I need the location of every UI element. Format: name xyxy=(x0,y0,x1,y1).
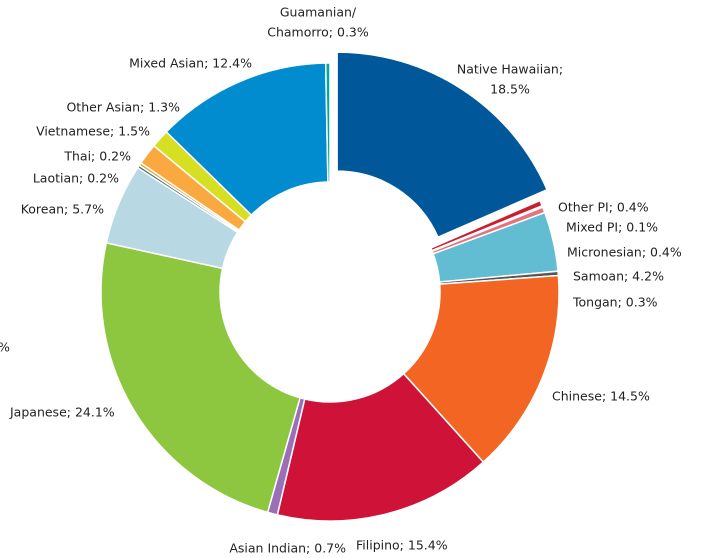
slice xyxy=(336,51,549,239)
slice-label: Laotian; 0.2% xyxy=(33,171,119,186)
slice xyxy=(276,372,485,522)
slice-label: Chinese; 14.5% xyxy=(552,389,650,404)
slice-label: Mixed Asian; 12.4% xyxy=(129,56,252,71)
slice-label: Thai; 0.2% xyxy=(63,149,131,164)
slice-label: Samoan; 4.2% xyxy=(573,269,664,284)
slice-label: Chamorro; 0.3% xyxy=(267,25,369,40)
slice-label: Tongan; 0.3% xyxy=(572,295,658,310)
slice-label: Filipino; 15.4% xyxy=(356,538,448,553)
slice xyxy=(324,62,331,183)
slice-label: Micronesian; 0.4% xyxy=(567,245,682,260)
slice xyxy=(402,274,560,464)
slice-label: Mixed PI; 0.1% xyxy=(566,220,658,235)
slice-label: Other PI; 0.4% xyxy=(558,200,649,215)
annotation: % xyxy=(0,340,10,355)
slice-label: Korean; 5.7% xyxy=(21,202,104,217)
slice-label: Japanese; 24.1% xyxy=(9,405,115,420)
slice xyxy=(100,241,301,514)
slice-label: Vietnamese; 1.5% xyxy=(36,124,150,139)
slice-label: Native Hawaiian; xyxy=(457,62,563,77)
slice-label: 18.5% xyxy=(490,82,530,97)
slice-label: Asian Indian; 0.7% xyxy=(229,541,346,556)
slice-label: Guamanian/ xyxy=(280,5,357,20)
slice xyxy=(165,62,329,217)
slice-label: Other Asian; 1.3% xyxy=(66,100,180,115)
